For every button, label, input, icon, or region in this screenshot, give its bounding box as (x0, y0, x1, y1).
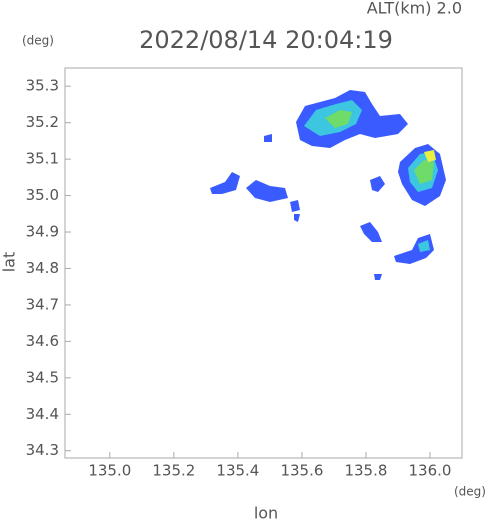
chart-title: 2022/08/14 20:04:19 (139, 26, 393, 54)
y-tick-label: 35.0 (26, 186, 59, 204)
altitude: ALT(km) 2.0 (367, 0, 462, 18)
plot-frame (64, 67, 463, 459)
echo (418, 240, 430, 252)
y-tick-label: 34.8 (26, 259, 59, 277)
echo (424, 150, 436, 162)
x-unit: (deg) (454, 485, 486, 499)
x-tick-label: 135.2 (152, 462, 195, 480)
y-tick-label: 34.7 (26, 295, 59, 313)
y-tick-label: 34.4 (26, 405, 59, 423)
y-unit: (deg) (22, 34, 54, 48)
y-tick-label: 34.9 (26, 223, 59, 241)
x-tick-label: 135.0 (88, 462, 131, 480)
x-tick-label: 135.8 (344, 462, 387, 480)
echo (210, 172, 240, 194)
y-tick-label: 35.1 (26, 150, 59, 168)
y-tick-label: 34.5 (26, 368, 59, 386)
y-tick-label: 34.3 (26, 441, 59, 459)
y-tick-label: 35.3 (26, 77, 59, 95)
y-tick-label: 35.2 (26, 113, 59, 131)
y-axis-label: lat (0, 252, 19, 273)
echo (360, 222, 382, 242)
echo (370, 176, 385, 192)
y-tick-label: 34.6 (26, 332, 59, 350)
x-tick-label: 135.4 (216, 462, 259, 480)
radar-echoes (210, 90, 446, 280)
echo (246, 180, 288, 202)
echo (414, 160, 434, 184)
echo (394, 234, 434, 264)
x-tick-label: 136.0 (409, 462, 452, 480)
echo (325, 110, 352, 128)
x-tick-label: 135.6 (280, 462, 323, 480)
x-axis-label: lon (254, 504, 278, 521)
echo (264, 134, 382, 280)
